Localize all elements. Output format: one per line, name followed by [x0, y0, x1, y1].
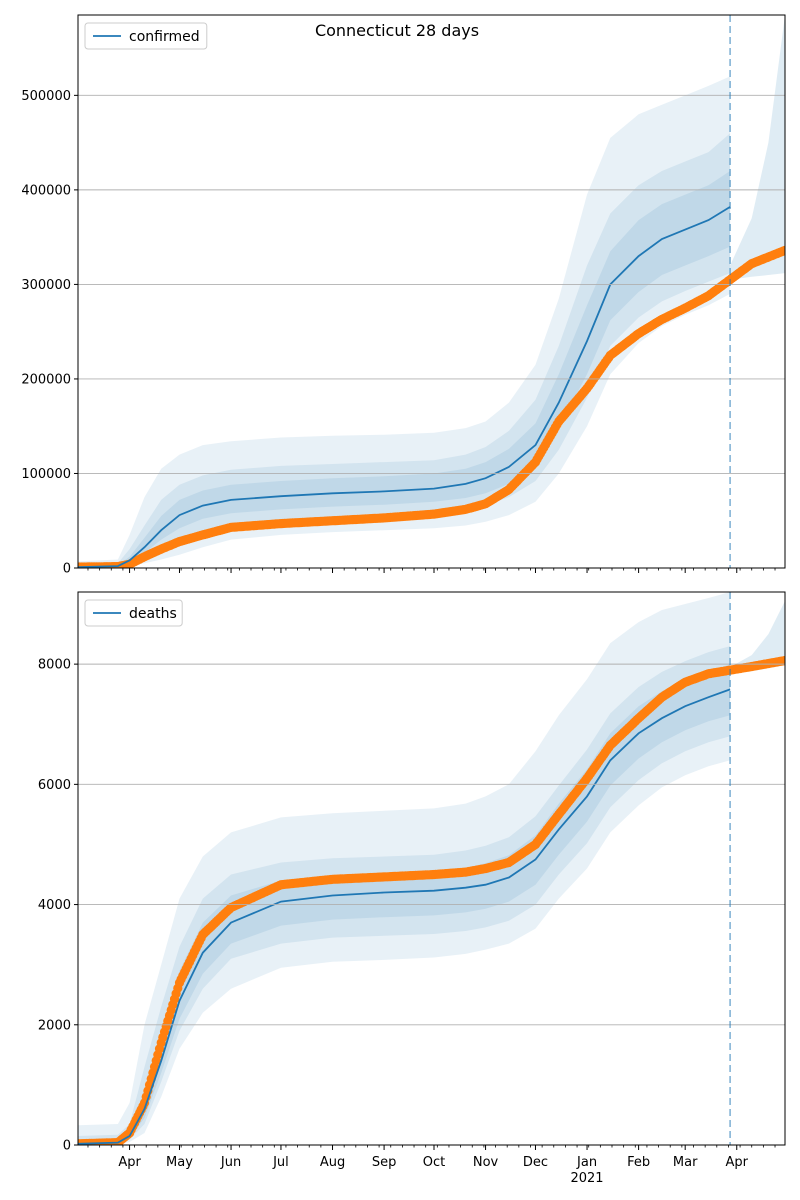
band-future-area: [730, 601, 785, 674]
band-inner-area: [78, 171, 731, 568]
x-tick-label: Apr: [118, 1155, 141, 1170]
y-tick-label: 2000: [38, 1018, 71, 1033]
x-tick-label: May: [166, 1155, 193, 1170]
axes-frame: [77, 591, 786, 1146]
model-median-line: [78, 688, 731, 1145]
model-median-line: [78, 206, 731, 568]
x-tick-label: Jan: [576, 1155, 597, 1170]
x-tick-label: Jul: [272, 1155, 289, 1170]
y-tick-label: 8000: [38, 658, 71, 673]
legend-label: deaths: [129, 606, 177, 622]
y-tick-label: 6000: [38, 778, 71, 793]
figure-title: Connecticut 28 days: [315, 21, 479, 40]
y-tick-label: 4000: [38, 898, 71, 913]
y-tick-label: 500000: [21, 89, 71, 104]
y-tick-label: 0: [63, 1139, 71, 1154]
x-tick-label: Sep: [372, 1155, 397, 1170]
legend-box: [84, 599, 183, 627]
y-tick-label: 400000: [21, 183, 71, 198]
band-outer-area: [78, 76, 731, 568]
x-tick-label: Jun: [220, 1155, 241, 1170]
band-middle-area: [78, 133, 731, 568]
y-tick-label: 300000: [21, 278, 71, 293]
deaths-panel: 0 2000 4000 6000 8000 Apr May Jun Jul Aug Sep Oct No…: [38, 591, 786, 1186]
y-tick-label: 200000: [21, 372, 71, 387]
y-tick-label: 100000: [21, 467, 71, 482]
observed-point: [780, 245, 785, 255]
legend-box: [84, 22, 208, 50]
band-middle-area: [78, 646, 731, 1145]
x-tick-label: Aug: [320, 1155, 345, 1170]
y-tick-label: 0: [63, 562, 71, 577]
band-outer-area: [78, 592, 731, 1145]
legend-label: confirmed: [129, 29, 200, 45]
axes-frame: [77, 14, 786, 569]
legend: confirmed: [84, 22, 208, 50]
plot-area: [78, 592, 785, 1145]
x-tick-label: Nov: [473, 1155, 499, 1170]
band-future-area: [730, 15, 785, 280]
observed-point: [780, 655, 785, 666]
x-tick-label: Feb: [627, 1155, 650, 1170]
legend: deaths: [84, 599, 183, 627]
x-tick-label: Dec: [523, 1155, 548, 1170]
x-tick-label: Oct: [423, 1155, 445, 1170]
x-tick-label: Mar: [673, 1155, 698, 1170]
confirmed-panel: 0 100000 200000 300000 400000 500000 confirmed: [21, 14, 786, 577]
plot-area: [78, 15, 785, 568]
x-tick-label: Apr: [726, 1155, 749, 1170]
x-year-label: 2021: [570, 1171, 603, 1186]
